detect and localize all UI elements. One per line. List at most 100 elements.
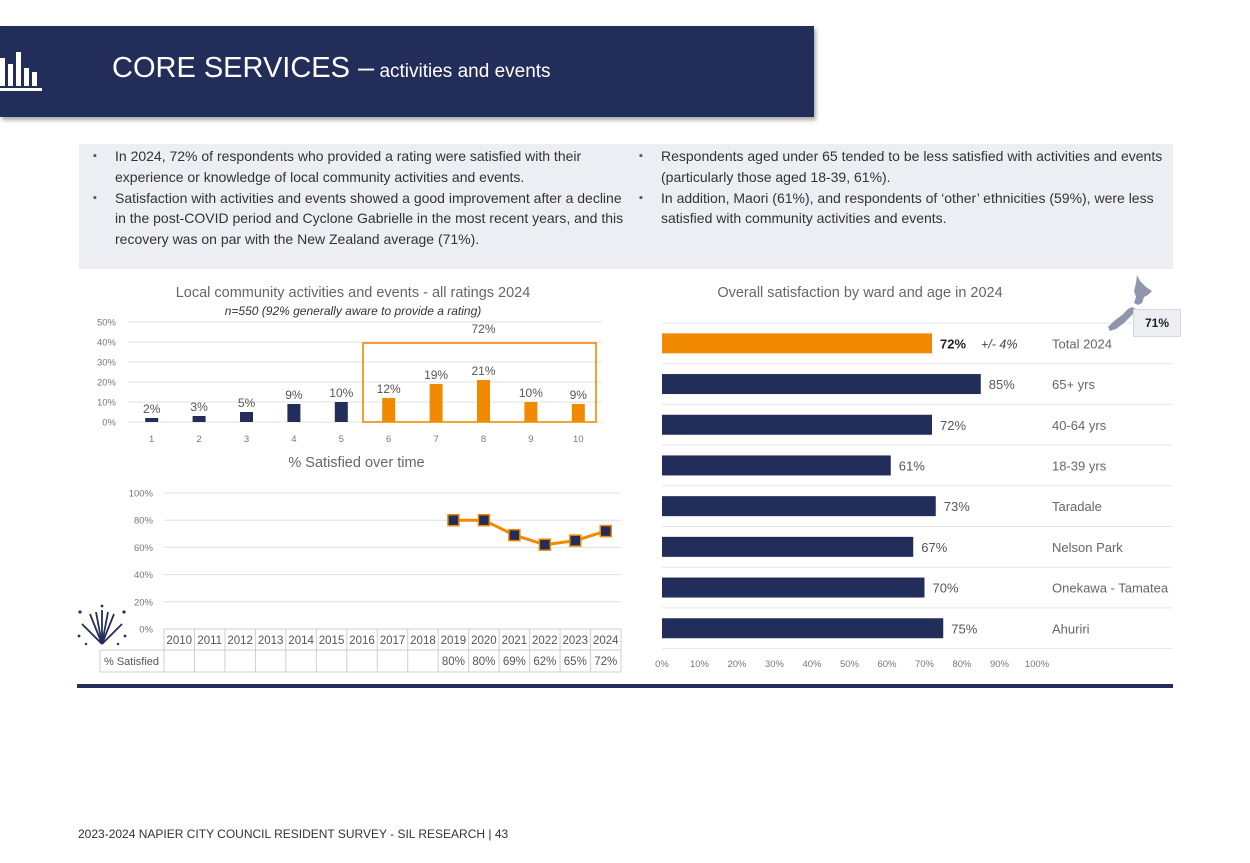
- trend-point: [538, 538, 552, 551]
- y-tick-label: 50%: [97, 318, 117, 329]
- year-label: 2022: [532, 635, 558, 647]
- x-tick-label: 8: [481, 434, 486, 445]
- year-label: 2012: [227, 635, 253, 647]
- year-label: 2016: [349, 635, 375, 647]
- x-tick-label: 10%: [690, 659, 710, 670]
- ward-bar: [662, 496, 936, 517]
- bar-chart-icon: [0, 52, 42, 91]
- x-tick-label: 20%: [727, 659, 747, 670]
- y-tick-label: 80%: [134, 516, 154, 527]
- x-tick-label: 10: [573, 434, 584, 445]
- rating-bar: [571, 404, 585, 422]
- trend-chart-title: % Satisfied over time: [288, 455, 425, 471]
- ward-bar: [662, 333, 932, 354]
- table-value: 72%: [594, 656, 617, 668]
- x-tick-label: 30%: [765, 659, 785, 670]
- ward-bar: [662, 455, 891, 476]
- rating-bar: [477, 380, 490, 422]
- trend-point: [599, 524, 613, 538]
- header-banner: [0, 26, 814, 117]
- rating-bar: [240, 412, 253, 422]
- x-tick-label: 40%: [802, 659, 822, 670]
- bar-data-label: 9%: [285, 388, 303, 402]
- bar-data-label: 3%: [190, 400, 208, 414]
- highlight-total-label: 72%: [471, 322, 495, 336]
- table-value: 80%: [472, 656, 495, 668]
- x-tick-label: 4: [291, 434, 296, 445]
- x-tick-label: 7: [433, 434, 438, 445]
- y-tick-label: 0%: [102, 418, 116, 429]
- category-label: Nelson Park: [1052, 540, 1123, 555]
- x-tick-label: 100%: [1025, 659, 1050, 670]
- page-title: CORE SERVICES – activities and events: [112, 52, 551, 84]
- x-tick-label: 0%: [655, 659, 669, 670]
- footer-text: 2023-2024 NAPIER CITY COUNCIL RESIDENT S…: [78, 827, 509, 841]
- bar-data-label: 72%: [940, 418, 966, 433]
- ratings-chart-title: Local community activities and events - …: [175, 285, 531, 301]
- summary-bullet: In 2024, 72% of respondents who provided…: [79, 146, 624, 188]
- ward-bar: [662, 536, 914, 557]
- bar-data-label: 9%: [570, 388, 588, 402]
- table-row-label: % Satisfied: [104, 656, 159, 668]
- table-value: 69%: [503, 656, 526, 668]
- ward-bar: [662, 618, 944, 639]
- y-tick-label: 20%: [134, 597, 154, 608]
- fireworks-icon: [77, 604, 127, 646]
- bar-data-label: 12%: [377, 382, 401, 396]
- y-tick-label: 60%: [134, 543, 154, 554]
- category-label: Onekawa - Tamatea: [1052, 581, 1169, 596]
- year-label: 2023: [563, 635, 589, 647]
- bar-data-label: 67%: [921, 540, 947, 555]
- x-tick-label: 9: [528, 434, 533, 445]
- bar-data-label: 70%: [933, 581, 959, 596]
- ratings-chart-subtitle: n=550 (92% generally aware to provide a …: [224, 304, 482, 318]
- bar-data-label: 72%: [940, 336, 966, 351]
- bar-data-label: 21%: [471, 364, 495, 378]
- bar-data-label: 5%: [238, 396, 256, 410]
- x-tick-label: 1: [149, 434, 154, 445]
- year-label: 2018: [410, 635, 436, 647]
- category-label: 40-64 yrs: [1052, 418, 1107, 433]
- y-tick-label: 40%: [97, 338, 117, 349]
- summary-panel: In 2024, 72% of respondents who provided…: [79, 144, 1173, 269]
- y-tick-label: 100%: [129, 489, 154, 500]
- category-label: 65+ yrs: [1052, 377, 1095, 392]
- summary-bullet: Satisfaction with activities and events …: [79, 188, 624, 250]
- bar-data-label: 2%: [143, 402, 161, 416]
- category-label: 18-39 yrs: [1052, 458, 1107, 473]
- y-tick-label: 20%: [97, 378, 117, 389]
- rating-bar: [145, 418, 159, 422]
- x-tick-label: 3: [244, 434, 249, 445]
- table-value: 80%: [442, 656, 465, 668]
- year-label: 2017: [380, 635, 406, 647]
- highlight-box: [362, 342, 597, 423]
- summary-bullet: In addition, Maori (61%), and respondent…: [625, 188, 1165, 230]
- y-tick-label: 40%: [134, 570, 154, 581]
- bar-data-label: 10%: [329, 386, 353, 400]
- year-label: 2015: [319, 635, 345, 647]
- year-label: 2011: [197, 635, 222, 647]
- margin-of-error-label: +/- 4%: [981, 337, 1017, 351]
- rating-bar: [287, 404, 301, 422]
- trend-point: [508, 528, 521, 542]
- category-label: Ahuriri: [1052, 621, 1090, 636]
- trend-point: [477, 513, 491, 527]
- summary-bullet: Respondents aged under 65 tended to be l…: [625, 146, 1165, 188]
- table-value: 65%: [564, 656, 587, 668]
- y-tick-label: 10%: [97, 398, 117, 409]
- bar-data-label: 73%: [944, 499, 970, 514]
- x-tick-label: 80%: [952, 659, 972, 670]
- x-tick-label: 5: [339, 434, 344, 445]
- y-tick-label: 30%: [97, 358, 117, 369]
- rating-bar: [382, 398, 396, 422]
- y-tick-label: 0%: [139, 625, 153, 636]
- nz-average-badge: 71%: [1133, 309, 1181, 337]
- year-label: 2014: [288, 635, 314, 647]
- year-label: 2013: [258, 635, 284, 647]
- bar-data-label: 75%: [951, 621, 977, 636]
- bar-data-label: 85%: [989, 377, 1015, 392]
- summary-right-column: Respondents aged under 65 tended to be l…: [625, 146, 1165, 229]
- x-tick-label: 90%: [990, 659, 1010, 670]
- year-label: 2024: [593, 635, 619, 647]
